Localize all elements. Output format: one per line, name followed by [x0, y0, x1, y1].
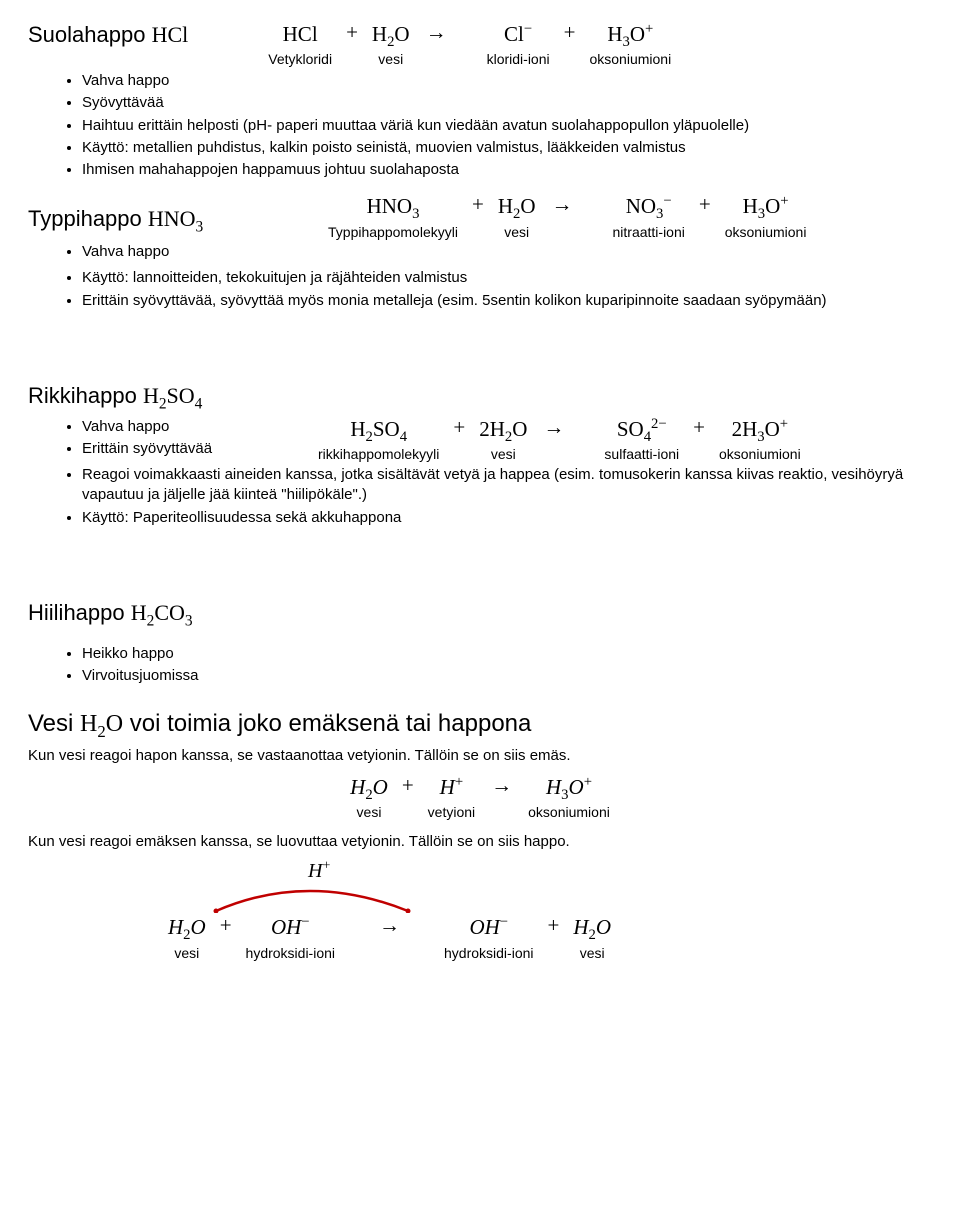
- section-title-suolahappo: Suolahappo HCl: [28, 20, 188, 50]
- section-title-rikkihappo: Rikkihappo H2SO4: [28, 381, 932, 411]
- bullet-item: Virvoitusjuomissa: [82, 666, 932, 686]
- bullet-item: Vahva happo: [82, 242, 328, 262]
- bullets-hiilihappo: Heikko happoVirvoitusjuomissa: [28, 644, 932, 687]
- bullet-item: Haihtuu erittäin helposti (pH- paperi mu…: [82, 116, 932, 136]
- bullet-item: Reagoi voimakkaasti aineiden kanssa, jot…: [82, 465, 932, 506]
- equation-suolahappo: HClVetykloridi+H2Ovesi→Cl−kloridi-ioni+H…: [268, 20, 932, 69]
- section-title-typpihappo: Typpihappo HNO3: [28, 204, 328, 234]
- vesi-p1: Kun vesi reagoi hapon kanssa, se vastaan…: [28, 746, 932, 766]
- bullet-item: Syövyttävää: [82, 93, 932, 113]
- bullet-item: Heikko happo: [82, 644, 932, 664]
- bullets-rikkihappo-left: Vahva happoErittäin syövyttävää: [28, 417, 318, 460]
- bullets-rikkihappo-after: Reagoi voimakkaasti aineiden kanssa, jot…: [28, 465, 932, 528]
- proton-transfer-arc: [198, 885, 438, 913]
- bullet-item: Ihmisen mahahappojen happamuus johtuu su…: [82, 160, 932, 180]
- hplus-label: H+: [308, 858, 932, 885]
- bullet-item: Erittäin syövyttävää, syövyttää myös mon…: [82, 291, 932, 311]
- bullets-typpihappo-left: Vahva happo: [28, 242, 328, 262]
- section-title-hiilihappo: Hiilihappo H2CO3: [28, 598, 932, 628]
- bullet-item: Käyttö: lannoitteiden, tekokuitujen ja r…: [82, 268, 932, 288]
- bullet-item: Vahva happo: [82, 417, 318, 437]
- equation-typpihappo: HNO3Typpihappomolekyyli+H2Ovesi→NO3−nitr…: [328, 192, 932, 241]
- bullets-typpihappo-after: Käyttö: lannoitteiden, tekokuitujen ja r…: [28, 268, 932, 311]
- section-title-vesi: Vesi H2O voi toimia joko emäksenä tai ha…: [28, 708, 932, 740]
- equation-rikkihappo: H2SO4rikkihappomolekyyli+2H2Ovesi→SO42−s…: [318, 415, 932, 464]
- equation-vesi-2: H2Ovesi+OH−hydroksidi-ioni→OH−hydroksidi…: [168, 913, 932, 962]
- bullet-item: Erittäin syövyttävää: [82, 439, 318, 459]
- vesi-p2: Kun vesi reagoi emäksen kanssa, se luovu…: [28, 832, 932, 852]
- bullet-item: Vahva happo: [82, 71, 932, 91]
- bullet-item: Käyttö: Paperiteollisuudessa sekä akkuha…: [82, 508, 932, 528]
- bullets-suolahappo: Vahva happoSyövyttävää Haihtuu erittäin h…: [28, 71, 932, 180]
- equation-vesi-1: H2Ovesi+H+vetyioni→H3O+oksoniumioni: [28, 773, 932, 822]
- bullet-item: Käyttö: metallien puhdistus, kalkin pois…: [82, 138, 932, 158]
